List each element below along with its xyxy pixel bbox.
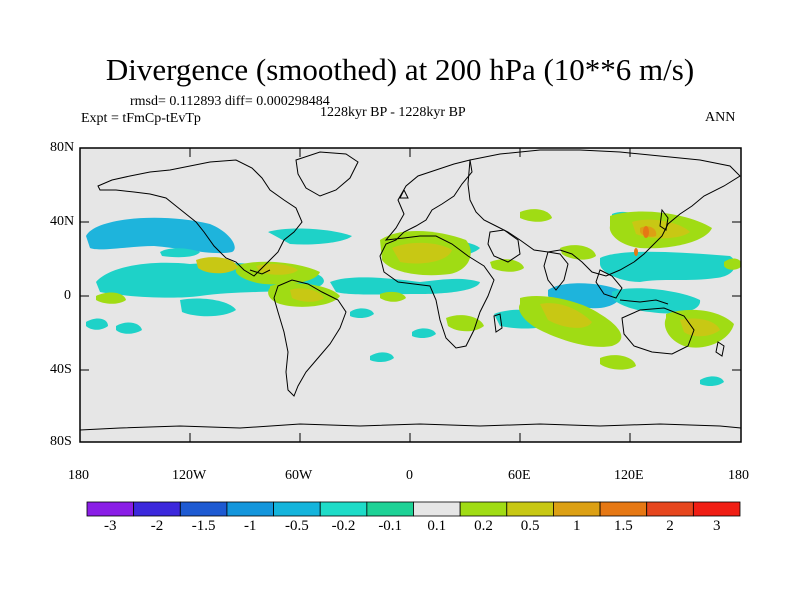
anomaly-patch xyxy=(180,298,236,317)
coastlines xyxy=(80,149,741,431)
north-america-coast xyxy=(97,159,303,277)
colorbar-label: 0.5 xyxy=(520,518,540,534)
colorbar-label: 0.1 xyxy=(427,518,447,534)
colorbar-box xyxy=(366,501,414,517)
colorbar-box xyxy=(179,501,228,517)
colorbar-label: -1 xyxy=(243,518,257,534)
anomaly-patch xyxy=(540,303,592,328)
anomaly-patch xyxy=(86,217,235,254)
anomaly-patch xyxy=(612,288,701,314)
colorbar-box xyxy=(413,501,461,517)
colorbar xyxy=(86,501,741,517)
anomaly-spot xyxy=(634,248,638,256)
colorbar-label: -3 xyxy=(104,518,117,534)
colorbar-label: 2 xyxy=(666,518,674,534)
lat-tick-40n: 40N xyxy=(50,214,75,229)
anomaly-patch xyxy=(490,259,524,272)
anomaly-patch xyxy=(700,376,724,386)
colorbar-box xyxy=(553,501,601,517)
colorbar-box xyxy=(133,501,181,517)
lat-tick-80s: 80S xyxy=(50,434,72,449)
lon-tick-180e: 180 xyxy=(728,468,749,483)
colorbar-label: -0.1 xyxy=(378,518,403,534)
southeast-asia-coast xyxy=(595,269,623,299)
anomaly-patch xyxy=(370,352,394,362)
colorbar-label: 3 xyxy=(712,518,721,534)
uk-coast xyxy=(399,188,409,199)
anomaly-patch xyxy=(600,251,736,282)
plot-title: Divergence (smoothed) at 200 hPa (10**6 … xyxy=(105,52,695,87)
colorbar-label: -1.5 xyxy=(191,518,216,534)
colorbar-box xyxy=(459,501,508,517)
colorbar-box xyxy=(86,501,135,517)
anomaly-patch xyxy=(116,322,142,334)
anomaly-patch xyxy=(290,288,324,302)
colorbar-box xyxy=(226,501,274,517)
india-coast xyxy=(543,251,569,291)
greenland-coast xyxy=(295,151,359,197)
anomaly-patch xyxy=(392,242,452,264)
period-label: 1228kyr BP - 1228kyr BP xyxy=(320,105,466,120)
caribbean-coast xyxy=(249,269,271,275)
anomaly-patch xyxy=(380,291,406,302)
anomaly-patch xyxy=(724,258,741,270)
new-zealand-coast xyxy=(715,341,725,357)
experiment-label: Expt = tFmCp-tEvTp xyxy=(81,111,201,126)
colorbar-box xyxy=(646,501,694,517)
anomaly-patch xyxy=(520,209,552,222)
colorbar-label: 1 xyxy=(573,518,581,534)
anomaly-patch xyxy=(412,328,436,338)
season-label: ANN xyxy=(705,110,736,125)
anomaly-spot xyxy=(643,226,649,238)
indonesia-coast xyxy=(619,299,669,305)
lon-tick-60w: 60W xyxy=(285,468,313,483)
colorbar-box xyxy=(692,501,741,517)
colorbar-label: -2 xyxy=(150,518,164,534)
anomaly-patch xyxy=(160,248,200,258)
lat-tick-40s: 40S xyxy=(50,362,72,377)
anomaly-patch xyxy=(680,318,720,337)
anomaly-patch xyxy=(86,318,108,330)
colorbar-label: 0.2 xyxy=(474,518,493,534)
lon-tick-0: 0 xyxy=(406,468,413,483)
lon-tick-180w: 180 xyxy=(68,468,89,483)
anomaly-patch xyxy=(330,277,480,295)
colorbar-box xyxy=(319,501,368,517)
antarctica-coast xyxy=(80,423,741,431)
colorbar-box xyxy=(599,501,648,517)
anomaly-patch xyxy=(350,308,374,318)
lat-tick-0: 0 xyxy=(64,288,71,303)
anomaly-orange-spots xyxy=(634,226,649,256)
asia-coast xyxy=(467,149,741,277)
lat-tick-80n: 80N xyxy=(50,140,75,155)
colorbar-box xyxy=(506,501,554,517)
colorbar-label: -0.5 xyxy=(285,518,309,534)
anomaly-patch xyxy=(96,292,126,304)
arabia-coast xyxy=(487,229,521,263)
europe-africa-coast xyxy=(379,159,495,349)
anomaly-patch xyxy=(268,228,352,245)
lon-tick-120w: 120W xyxy=(172,468,207,483)
anomaly-patch xyxy=(600,355,636,370)
colorbar-label: 1.5 xyxy=(614,518,633,534)
japan-coast xyxy=(659,208,669,231)
axis-ticks xyxy=(79,147,742,443)
stats-label: rmsd= 0.112893 diff= 0.000298484 xyxy=(130,94,330,109)
anomaly-patch xyxy=(560,245,596,260)
colorbar-label: -0.2 xyxy=(331,518,356,534)
anomaly-patch xyxy=(196,257,238,274)
madagascar-coast xyxy=(493,313,503,333)
colorbar-box xyxy=(273,501,321,517)
australia-coast xyxy=(621,307,695,355)
lon-tick-120e: 120E xyxy=(614,468,644,483)
lon-tick-60e: 60E xyxy=(508,468,531,483)
south-america-coast xyxy=(273,279,347,397)
